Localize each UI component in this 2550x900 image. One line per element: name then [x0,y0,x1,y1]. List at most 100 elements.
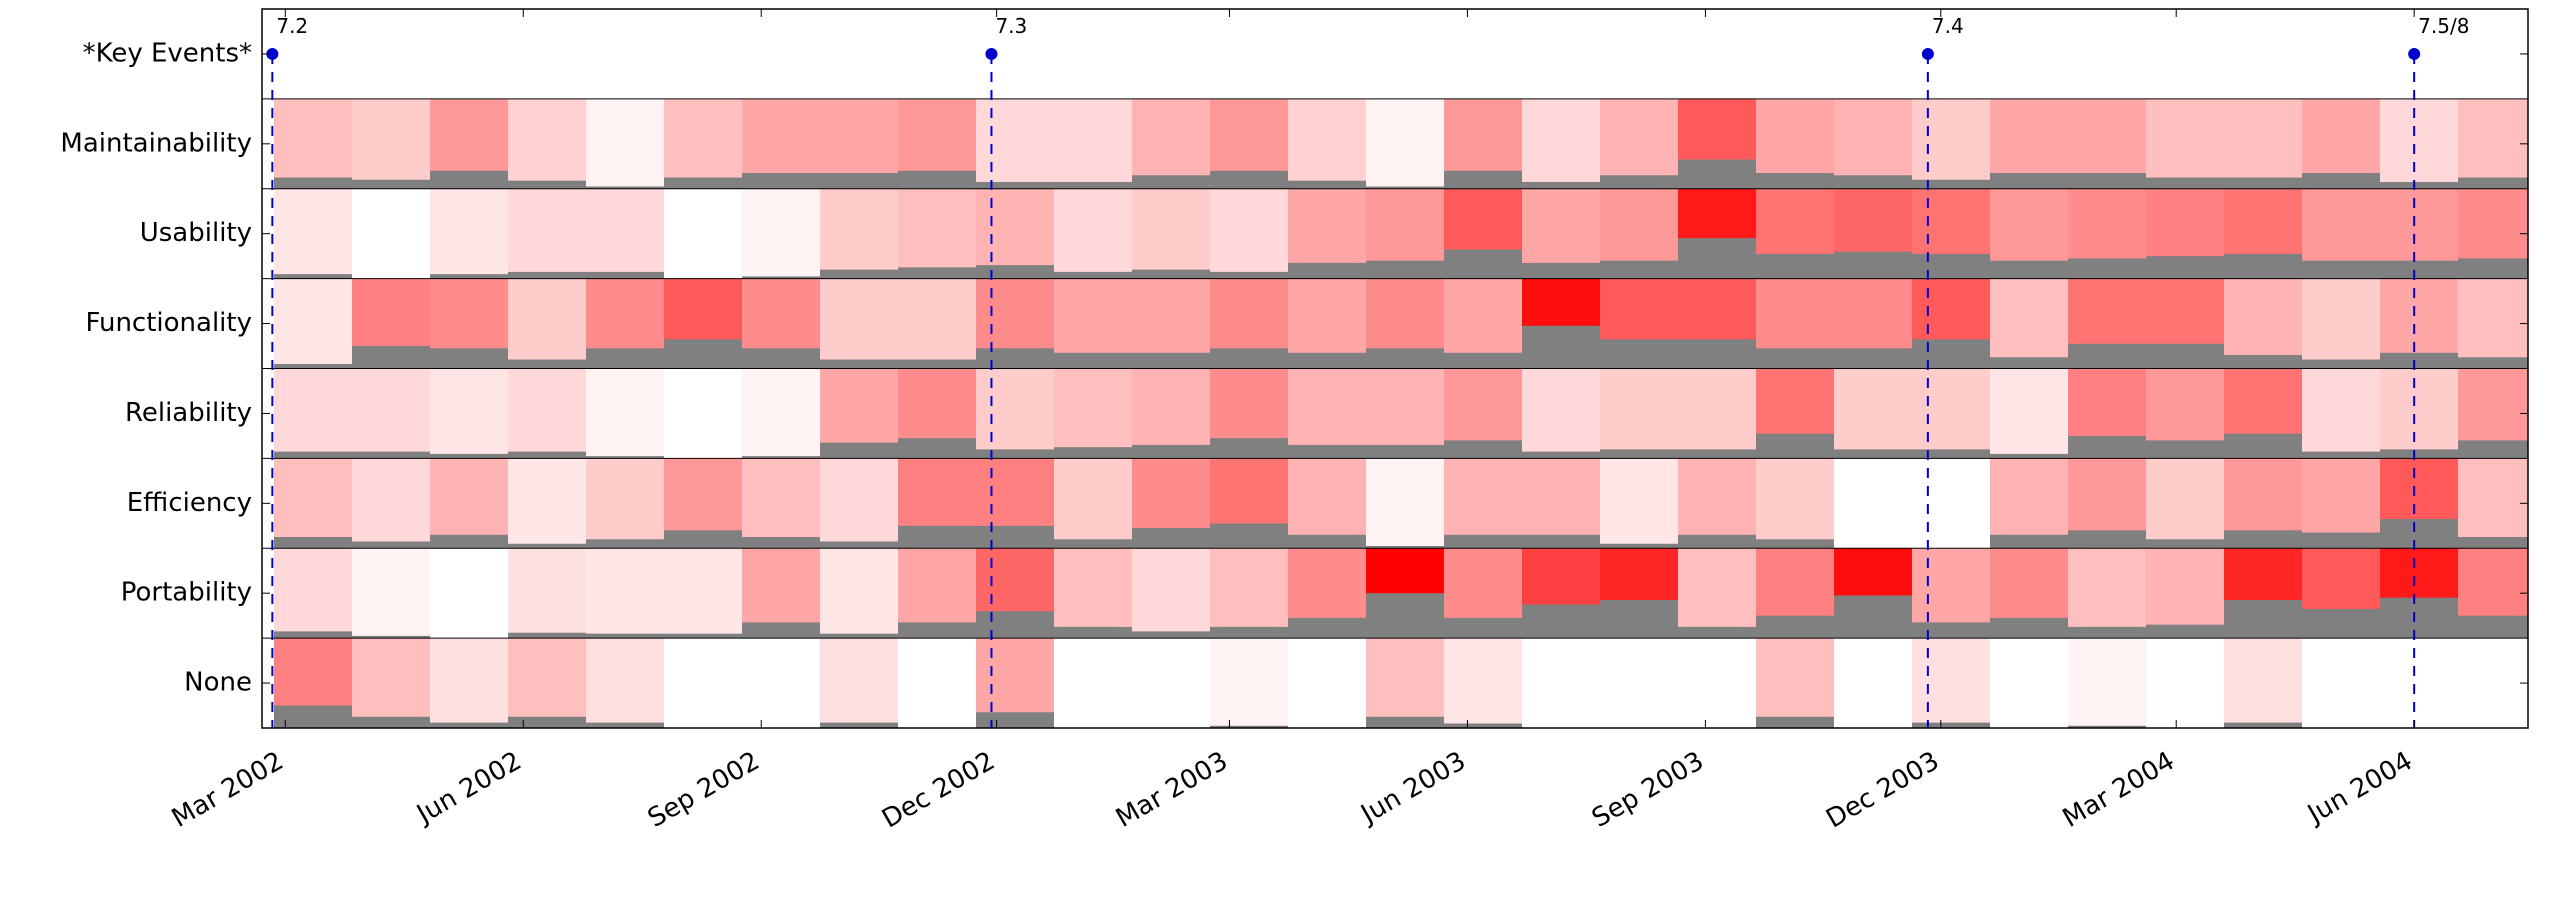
bar-none-3 [508,716,586,728]
bar-portability-22 [1990,617,2068,639]
bar-functionality-1 [352,346,430,369]
bar-reliability-6 [742,456,820,459]
bar-efficiency-18 [1678,534,1756,549]
cell-usability-12 [1210,188,1288,279]
cell-efficiency-24 [2146,458,2224,549]
bar-portability-23 [2068,626,2146,639]
bar-reliability-9 [976,449,1054,459]
x-tick-label-6: Sep 2003 [1587,746,1709,834]
bar-functionality-2 [430,348,508,369]
intensity-bars [274,159,2528,728]
bar-portability-14 [1366,593,1444,639]
bar-efficiency-2 [430,534,508,549]
bar-usability-17 [1600,260,1678,279]
bar-none-25 [2224,722,2302,728]
row-label-1: Maintainability [60,128,252,158]
bar-functionality-28 [2458,357,2528,369]
cell-efficiency-16 [1522,458,1600,549]
bar-usability-12 [1210,271,1288,279]
bar-maintainability-12 [1210,170,1288,189]
row-label-6: Portability [121,578,252,608]
bar-efficiency-11 [1132,528,1210,549]
cell-efficiency-17 [1600,458,1678,549]
bar-efficiency-17 [1600,543,1678,549]
bar-functionality-18 [1678,339,1756,369]
cell-none-19 [1756,638,1834,728]
bar-none-2 [430,722,508,728]
bar-maintainability-14 [1366,186,1444,189]
bar-functionality-4 [586,348,664,369]
cell-usability-8 [898,188,976,279]
bar-maintainability-6 [742,173,820,189]
cell-portability-2 [430,548,508,639]
cell-usability-6 [742,188,820,279]
cell-reliability-5 [664,368,742,459]
cell-none-20 [1834,638,1912,728]
cell-portability-3 [508,548,586,639]
bar-portability-0 [274,631,352,639]
bar-usability-27 [2380,260,2458,279]
cell-reliability-20 [1834,368,1912,459]
bar-maintainability-3 [508,180,586,189]
cell-none-25 [2224,638,2302,728]
cell-portability-4 [586,548,664,639]
bar-none-14 [1366,716,1444,728]
bar-reliability-22 [1990,453,2068,459]
bar-functionality-17 [1600,339,1678,369]
cell-maintainability-3 [508,98,586,189]
cell-efficiency-21 [1912,458,1990,549]
cell-reliability-4 [586,368,664,459]
key-event-markers: 7.2 7.3 7.4 7.5/8 [266,14,2469,728]
bar-none-23 [2068,725,2146,728]
bar-usability-8 [898,267,976,279]
cell-reliability-27 [2380,368,2458,459]
bar-reliability-25 [2224,433,2302,459]
cell-efficiency-1 [352,458,430,549]
bar-reliability-26 [2302,451,2380,459]
bar-usability-6 [742,276,820,279]
bar-usability-10 [1054,271,1132,279]
cell-maintainability-13 [1288,98,1366,189]
bar-maintainability-8 [898,170,976,189]
cell-portability-10 [1054,548,1132,639]
cell-none-11 [1132,638,1210,728]
bar-efficiency-5 [664,530,742,549]
cell-portability-7 [820,548,898,639]
bar-portability-7 [820,633,898,639]
cell-reliability-0 [274,368,352,459]
cell-usability-5 [664,188,742,279]
bar-portability-19 [1756,615,1834,639]
bar-functionality-3 [508,359,586,369]
bar-efficiency-22 [1990,534,2068,549]
bar-maintainability-18 [1678,159,1756,189]
row-label-0: *Key Events* [83,38,252,68]
event-label-2: 7.4 [1932,14,1964,38]
bar-portability-5 [664,633,742,639]
bar-functionality-25 [2224,355,2302,369]
cell-functionality-25 [2224,278,2302,369]
cell-efficiency-7 [820,458,898,549]
event-label-1: 7.3 [995,14,1027,38]
x-tick-label-4: Mar 2003 [1111,746,1233,834]
cell-usability-0 [274,188,352,279]
cell-efficiency-6 [742,458,820,549]
bar-usability-18 [1678,238,1756,279]
bar-efficiency-0 [274,537,352,549]
bar-maintainability-19 [1756,173,1834,189]
cell-maintainability-10 [1054,98,1132,189]
bar-portability-6 [742,622,820,639]
x-tick-label-0: Mar 2002 [167,746,289,834]
cell-maintainability-16 [1522,98,1600,189]
bar-functionality-27 [2380,352,2458,369]
cell-efficiency-14 [1366,458,1444,549]
row-label-4: Reliability [125,398,252,428]
cell-reliability-21 [1912,368,1990,459]
bar-reliability-15 [1444,440,1522,459]
bar-none-21 [1912,722,1990,728]
bar-efficiency-14 [1366,546,1444,549]
cell-none-6 [742,638,820,728]
cell-none-26 [2302,638,2380,728]
bar-efficiency-19 [1756,539,1834,549]
bar-maintainability-0 [274,177,352,189]
bar-efficiency-1 [352,541,430,549]
